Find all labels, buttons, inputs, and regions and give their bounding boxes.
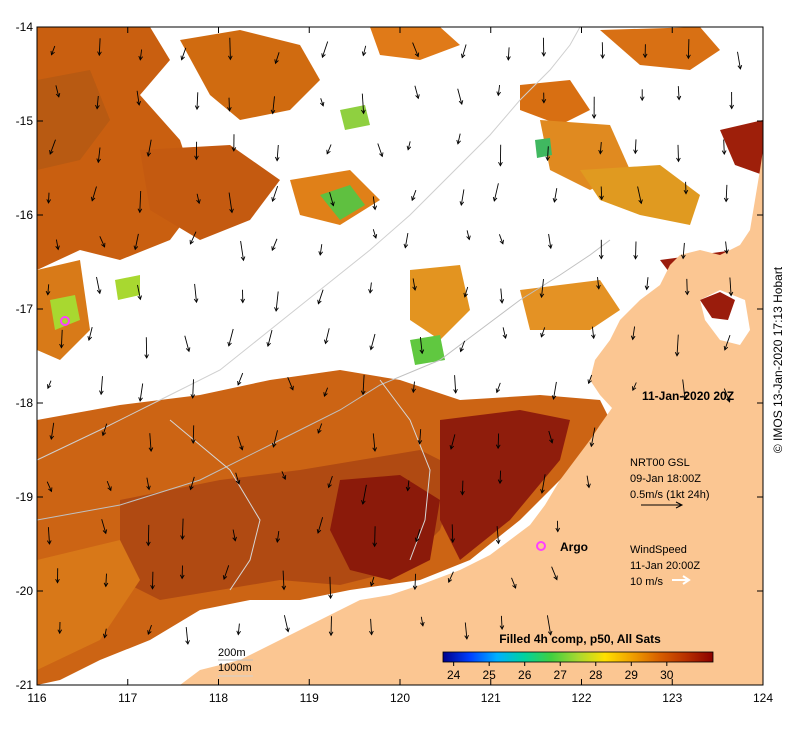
lon-tick-label: 119	[300, 691, 319, 705]
current-vector	[452, 524, 453, 542]
current-vector	[724, 140, 725, 155]
colorbar-tick-label: 30	[660, 668, 674, 682]
current-legend-scale: 0.5m/s (1kt 24h)	[630, 489, 709, 501]
current-vector	[331, 616, 332, 635]
lat-tick-label: -17	[16, 302, 34, 316]
lat-tick-label: -14	[16, 20, 34, 34]
lat-tick-label: -21	[16, 678, 34, 692]
colorbar-tick-label: 25	[483, 668, 497, 682]
lon-tick-label: 117	[118, 691, 137, 705]
credit-text: © IMOS 13-Jan-2020 17:13 Hobart	[771, 267, 785, 453]
current-vector	[230, 38, 231, 60]
current-vector	[229, 98, 230, 111]
current-legend-time: 09-Jan 18:00Z	[630, 473, 701, 485]
current-vector	[498, 434, 499, 449]
lon-tick-label: 123	[662, 691, 682, 705]
lon-tick-label: 122	[571, 691, 591, 705]
lat-tick-label: -18	[16, 396, 34, 410]
current-vector	[148, 525, 149, 546]
current-legend-source: NRT00 GSL	[630, 457, 690, 469]
lat-tick-label: -15	[16, 114, 34, 128]
colorbar-tick-label: 24	[447, 668, 461, 682]
lon-tick-label: 116	[27, 691, 46, 705]
current-vector	[193, 425, 194, 443]
current-vector	[500, 471, 501, 484]
isobath-legend-200: 200m	[218, 647, 246, 659]
colorbar-tick-label: 29	[625, 668, 639, 682]
current-vector	[375, 526, 376, 546]
wind-legend-time: 11-Jan 20:00Z	[630, 560, 700, 572]
map-title: 11-Jan-2020 20Z	[642, 389, 734, 403]
lon-tick-label: 121	[481, 691, 501, 705]
colorbar-tick-label: 26	[518, 668, 532, 682]
current-vector	[688, 39, 689, 58]
current-vector	[601, 187, 602, 200]
lat-tick-label: -19	[16, 490, 34, 504]
colorbar-tick-label: 27	[554, 668, 568, 682]
argo-label: Argo	[560, 540, 588, 554]
current-vector	[462, 481, 463, 495]
wind-legend-label: WindSpeed	[630, 544, 687, 556]
lon-tick-label: 120	[390, 691, 410, 705]
current-vector	[687, 279, 688, 295]
current-vector	[678, 145, 679, 162]
colorbar-title: Filled 4h comp, p50, All Sats	[499, 632, 661, 646]
wind-legend-scale: 10 m/s	[630, 576, 664, 588]
lon-tick-label: 124	[753, 691, 773, 705]
isobath-legend-1000: 1000m	[218, 662, 252, 674]
lon-tick-label: 118	[209, 691, 228, 705]
lat-tick-label: -20	[16, 584, 34, 598]
current-vector	[636, 242, 637, 259]
sst-patch-cool-6	[535, 138, 552, 158]
lat-tick-label: -16	[16, 208, 34, 222]
colorbar-gradient	[443, 652, 713, 662]
colorbar-tick-label: 28	[589, 668, 603, 682]
